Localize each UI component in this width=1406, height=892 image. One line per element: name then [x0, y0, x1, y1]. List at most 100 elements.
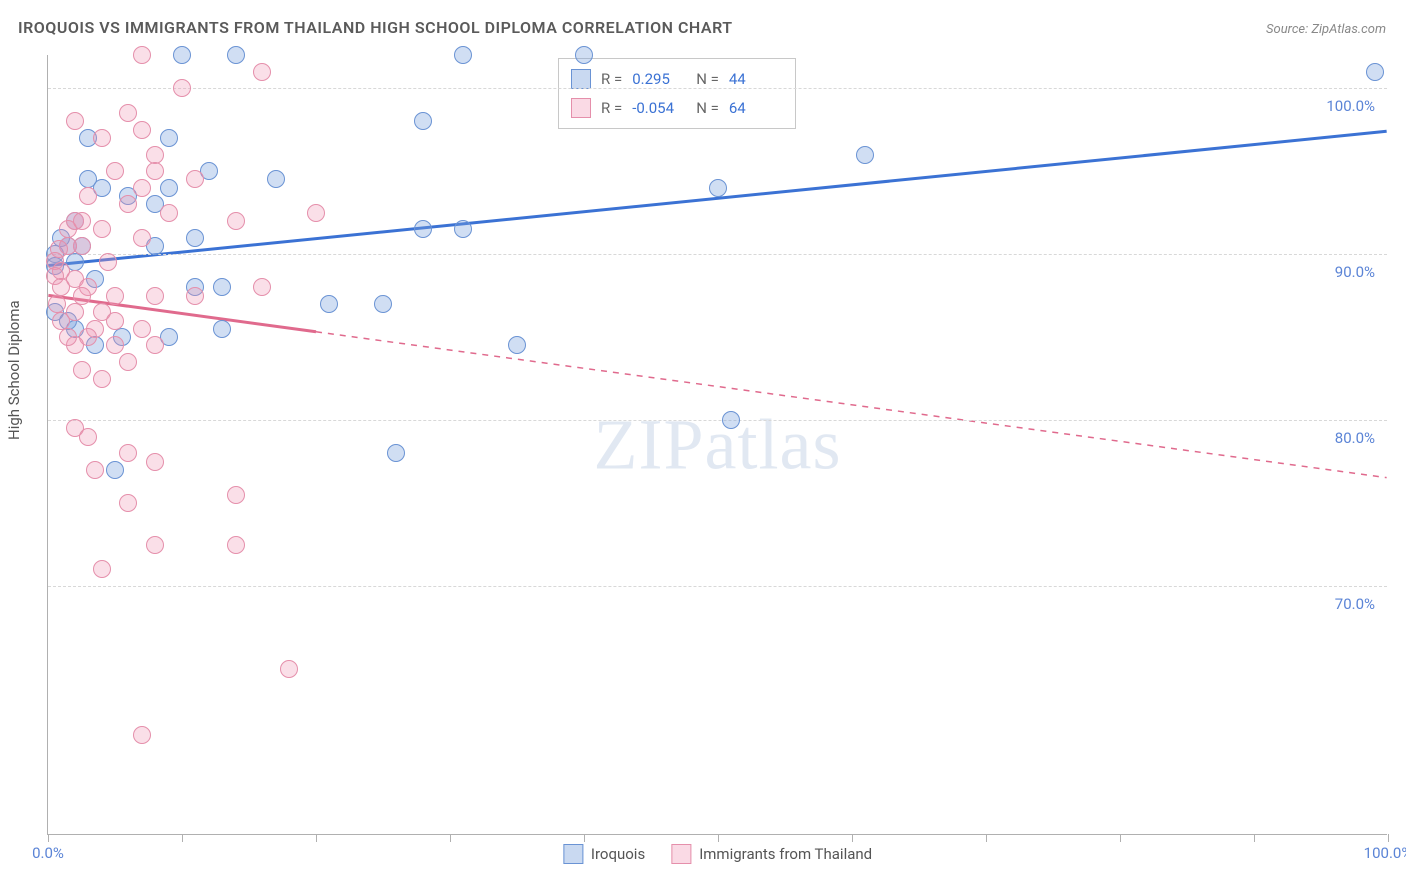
scatter-point-thailand — [119, 195, 137, 213]
scatter-point-iroquois — [320, 295, 338, 313]
scatter-point-thailand — [146, 336, 164, 354]
trend-line-thailand-extrapolated — [316, 332, 1387, 478]
legend-swatch — [671, 844, 691, 864]
legend-swatch — [563, 844, 583, 864]
scatter-point-iroquois — [414, 220, 432, 238]
x-tick — [1388, 834, 1389, 842]
source-name: ZipAtlas.com — [1311, 22, 1386, 37]
x-tick — [182, 834, 183, 842]
r-label: R = — [601, 65, 622, 94]
scatter-point-thailand — [73, 287, 91, 305]
scatter-point-thailand — [119, 104, 137, 122]
r-value: 0.295 — [632, 65, 686, 94]
scatter-point-iroquois — [213, 278, 231, 296]
scatter-point-thailand — [93, 560, 111, 578]
scatter-point-thailand — [173, 79, 191, 97]
scatter-point-iroquois — [709, 179, 727, 197]
scatter-point-thailand — [86, 461, 104, 479]
gridline — [48, 88, 1387, 89]
scatter-point-thailand — [253, 63, 271, 81]
scatter-point-thailand — [79, 187, 97, 205]
x-tick — [1254, 834, 1255, 842]
gridline — [48, 586, 1387, 587]
r-value: -0.054 — [632, 94, 686, 123]
scatter-point-thailand — [146, 146, 164, 164]
scatter-point-thailand — [106, 287, 124, 305]
scatter-point-iroquois — [374, 295, 392, 313]
scatter-point-iroquois — [387, 444, 405, 462]
x-tick — [718, 834, 719, 842]
legend-label: Immigrants from Thailand — [699, 845, 872, 863]
legend-row: R =0.295N =44 — [571, 65, 783, 94]
legend-swatch — [571, 98, 591, 118]
scatter-point-iroquois — [267, 170, 285, 188]
scatter-point-thailand — [133, 229, 151, 247]
legend-label: Iroquois — [591, 845, 645, 863]
r-label: R = — [601, 94, 622, 123]
gridline — [48, 254, 1387, 255]
scatter-point-thailand — [280, 660, 298, 678]
scatter-point-iroquois — [160, 179, 178, 197]
x-tick — [316, 834, 317, 842]
gridline — [48, 420, 1387, 421]
correlation-legend: R =0.295N =44R =-0.054N =64 — [558, 58, 796, 129]
scatter-point-iroquois — [186, 229, 204, 247]
scatter-point-thailand — [146, 162, 164, 180]
scatter-point-iroquois — [454, 46, 472, 64]
x-tick — [986, 834, 987, 842]
scatter-point-thailand — [59, 328, 77, 346]
scatter-point-thailand — [307, 204, 325, 222]
scatter-point-iroquois — [160, 129, 178, 147]
trend-line-iroquois — [48, 131, 1386, 265]
scatter-point-thailand — [146, 536, 164, 554]
legend-item: Iroquois — [563, 844, 645, 864]
n-value: 44 — [729, 65, 783, 94]
scatter-point-thailand — [227, 212, 245, 230]
x-tick — [48, 834, 49, 842]
scatter-point-thailand — [119, 353, 137, 371]
scatter-point-iroquois — [173, 46, 191, 64]
scatter-point-thailand — [79, 428, 97, 446]
scatter-point-thailand — [52, 278, 70, 296]
scatter-point-iroquois — [856, 146, 874, 164]
scatter-point-thailand — [119, 444, 137, 462]
scatter-point-thailand — [133, 726, 151, 744]
scatter-point-thailand — [133, 46, 151, 64]
source-credit: Source: ZipAtlas.com — [1266, 22, 1386, 37]
trend-lines-layer — [48, 55, 1387, 834]
y-tick-label: 80.0% — [1335, 429, 1375, 447]
x-tick-label: 100.0% — [1364, 844, 1406, 862]
scatter-point-thailand — [227, 486, 245, 504]
scatter-point-iroquois — [722, 411, 740, 429]
scatter-point-thailand — [133, 320, 151, 338]
scatter-point-thailand — [133, 121, 151, 139]
scatter-point-iroquois — [106, 461, 124, 479]
scatter-plot-area: ZIPatlas R =0.295N =44R =-0.054N =64 Iro… — [47, 55, 1387, 835]
scatter-point-iroquois — [1366, 63, 1384, 81]
source-prefix: Source: — [1266, 22, 1311, 37]
scatter-point-thailand — [160, 204, 178, 222]
scatter-point-thailand — [99, 253, 117, 271]
scatter-point-iroquois — [454, 220, 472, 238]
scatter-point-thailand — [119, 494, 137, 512]
y-tick-label: 70.0% — [1335, 595, 1375, 613]
x-tick — [450, 834, 451, 842]
x-tick — [852, 834, 853, 842]
scatter-point-thailand — [106, 336, 124, 354]
scatter-point-thailand — [146, 287, 164, 305]
scatter-point-thailand — [93, 370, 111, 388]
n-label: N = — [696, 94, 719, 123]
watermark-text: ZIPatlas — [594, 403, 842, 486]
chart-title: IROQUOIS VS IMMIGRANTS FROM THAILAND HIG… — [18, 18, 733, 37]
scatter-point-thailand — [93, 220, 111, 238]
scatter-point-thailand — [73, 361, 91, 379]
legend-swatch — [571, 69, 591, 89]
x-tick-label: 0.0% — [32, 844, 64, 862]
y-tick-label: 100.0% — [1326, 97, 1375, 115]
y-axis-label: High School Diploma — [5, 300, 23, 440]
scatter-point-thailand — [73, 212, 91, 230]
series-legend: Iroquois Immigrants from Thailand — [563, 844, 872, 864]
scatter-point-thailand — [106, 162, 124, 180]
scatter-point-thailand — [106, 312, 124, 330]
x-tick — [584, 834, 585, 842]
